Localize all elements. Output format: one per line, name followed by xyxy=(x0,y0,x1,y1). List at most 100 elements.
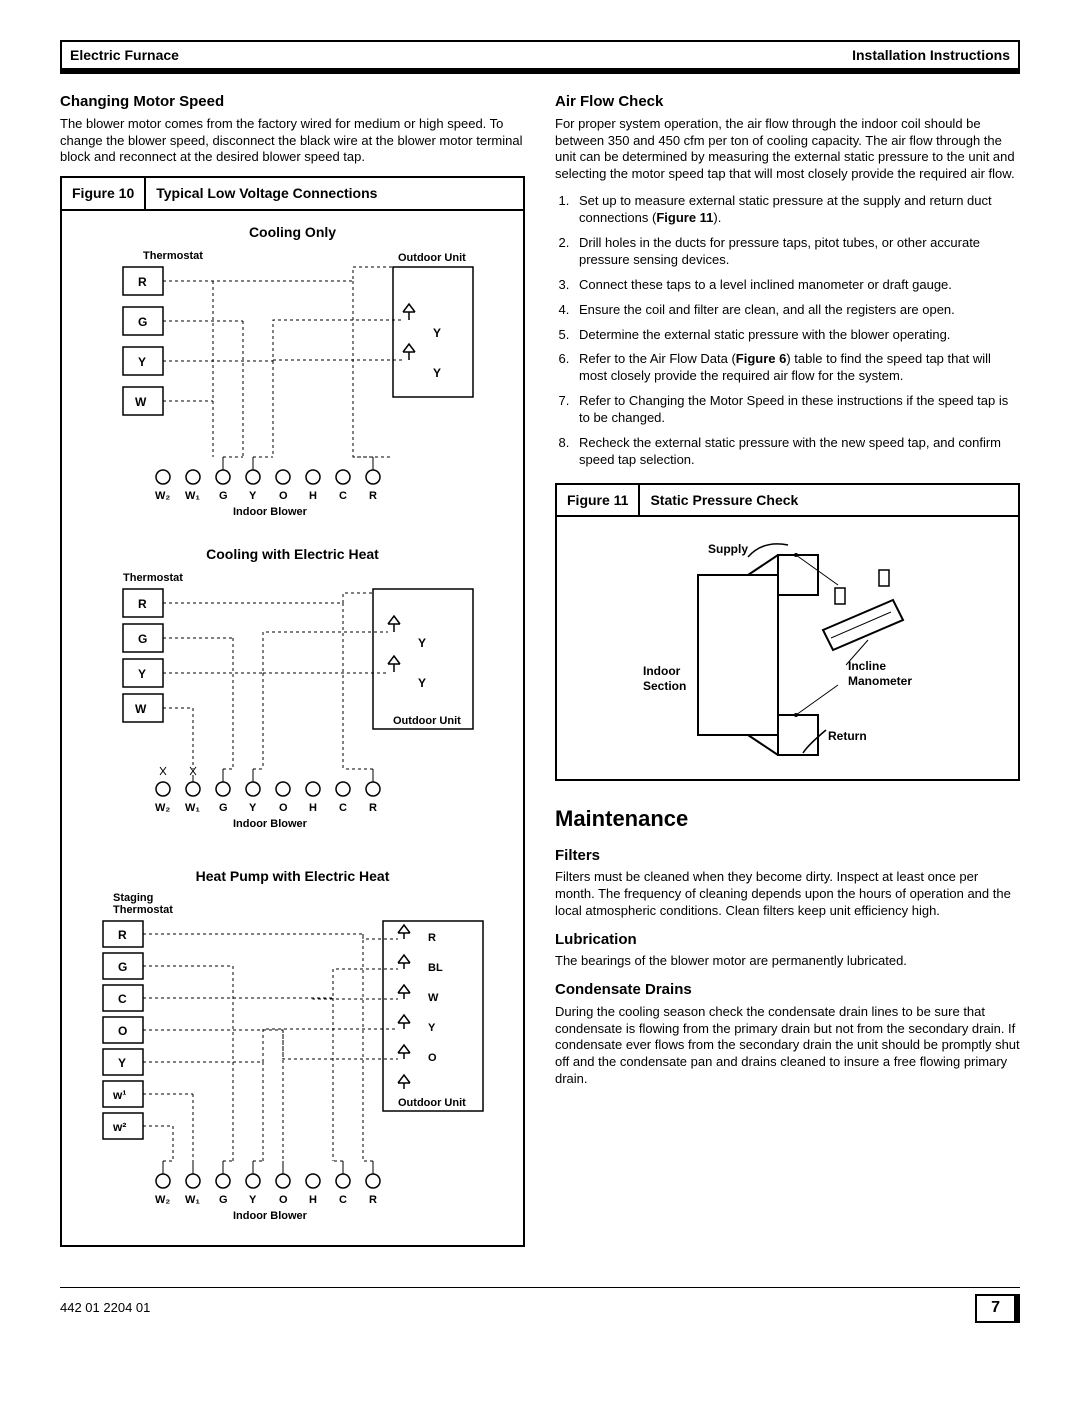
svg-text:Incline: Incline xyxy=(848,659,886,673)
lubrication-body: The bearings of the blower motor are per… xyxy=(555,953,1020,970)
svg-text:C: C xyxy=(339,490,347,502)
svg-text:Return: Return xyxy=(828,729,867,743)
svg-text:Thermostat: Thermostat xyxy=(113,904,173,916)
figure-10-title: Typical Low Voltage Connections xyxy=(146,178,523,208)
figure-11-body: Supply Return xyxy=(557,517,1018,779)
changing-motor-speed-body: The blower motor comes from the factory … xyxy=(60,116,525,167)
right-column: Air Flow Check For proper system operati… xyxy=(555,92,1020,1257)
svg-text:Outdoor Unit: Outdoor Unit xyxy=(398,1097,466,1109)
svg-text:R: R xyxy=(428,932,436,944)
wiring-diagram-heat-pump: Staging Thermostat R G C O Y w¹ w² Outdo… xyxy=(83,891,503,1231)
svg-text:O: O xyxy=(279,490,288,502)
svg-text:R: R xyxy=(138,275,147,289)
wiring-diagram-cooling-only: Thermostat R G Y W Outdoor Unit xyxy=(93,247,493,527)
svg-text:BL: BL xyxy=(428,962,443,974)
filters-heading: Filters xyxy=(555,846,1020,866)
filters-body: Filters must be cleaned when they become… xyxy=(555,869,1020,920)
page-number: 7 xyxy=(975,1294,1020,1323)
svg-text:Indoor: Indoor xyxy=(643,664,681,678)
header-right: Installation Instructions xyxy=(852,46,1010,64)
svg-text:C: C xyxy=(118,992,127,1006)
svg-text:Indoor Blower: Indoor Blower xyxy=(233,818,308,830)
svg-text:C: C xyxy=(339,802,347,814)
svg-text:Y: Y xyxy=(249,802,257,814)
svg-text:H: H xyxy=(309,490,317,502)
step-3: Connect these taps to a level inclined m… xyxy=(573,277,1020,294)
svg-text:R: R xyxy=(369,490,377,502)
svg-text:W: W xyxy=(135,702,147,716)
svg-text:R: R xyxy=(118,928,127,942)
svg-text:W: W xyxy=(135,395,147,409)
svg-text:Y: Y xyxy=(138,355,146,369)
figure-10-box: Figure 10 Typical Low Voltage Connection… xyxy=(60,176,525,1247)
diagram1-title: Cooling Only xyxy=(74,223,511,241)
svg-text:G: G xyxy=(219,1194,228,1206)
svg-text:Section: Section xyxy=(643,679,686,693)
svg-text:W₂: W₂ xyxy=(155,802,170,814)
static-pressure-diagram: Supply Return xyxy=(608,525,968,765)
doc-number: 442 01 2204 01 xyxy=(60,1300,150,1317)
svg-text:W₁: W₁ xyxy=(185,1194,200,1206)
figure-11-number: Figure 11 xyxy=(557,485,640,515)
svg-text:w¹: w¹ xyxy=(112,1088,126,1102)
svg-text:R: R xyxy=(369,802,377,814)
svg-text:Y: Y xyxy=(249,490,257,502)
svg-text:Thermostat: Thermostat xyxy=(123,572,183,584)
thermostat-label: Thermostat xyxy=(143,250,203,262)
svg-text:Outdoor Unit: Outdoor Unit xyxy=(398,252,466,264)
step-7: Refer to Changing the Motor Speed in the… xyxy=(573,393,1020,427)
svg-text:O: O xyxy=(279,802,288,814)
svg-text:O: O xyxy=(118,1024,127,1038)
svg-text:Supply: Supply xyxy=(708,542,748,556)
svg-text:Y: Y xyxy=(418,676,426,690)
air-flow-check-heading: Air Flow Check xyxy=(555,92,1020,112)
svg-text:G: G xyxy=(118,960,127,974)
left-column: Changing Motor Speed The blower motor co… xyxy=(60,92,525,1257)
page-header-bar: Electric Furnace Installation Instructio… xyxy=(60,40,1020,74)
changing-motor-speed-heading: Changing Motor Speed xyxy=(60,92,525,112)
svg-text:W₂: W₂ xyxy=(155,490,170,502)
air-flow-check-body: For proper system operation, the air flo… xyxy=(555,116,1020,184)
svg-text:W: W xyxy=(428,992,439,1004)
figure-10-number: Figure 10 xyxy=(62,178,146,208)
step-2: Drill holes in the ducts for pressure ta… xyxy=(573,235,1020,269)
svg-text:Manometer: Manometer xyxy=(848,674,912,688)
figure-11-title: Static Pressure Check xyxy=(640,485,1018,515)
maintenance-heading: Maintenance xyxy=(555,805,1020,834)
svg-text:Y: Y xyxy=(433,366,441,380)
figure-11-header: Figure 11 Static Pressure Check xyxy=(557,485,1018,517)
two-column-layout: Changing Motor Speed The blower motor co… xyxy=(60,92,1020,1257)
svg-text:Y: Y xyxy=(249,1194,257,1206)
svg-text:G: G xyxy=(138,315,147,329)
step-1: Set up to measure external static pressu… xyxy=(573,193,1020,227)
diagram2-title: Cooling with Electric Heat xyxy=(74,545,511,563)
svg-text:Indoor Blower: Indoor Blower xyxy=(233,1210,308,1222)
svg-text:R: R xyxy=(138,597,147,611)
condensate-body: During the cooling season check the cond… xyxy=(555,1004,1020,1088)
wiring-diagram-cooling-electric-heat: Thermostat R G Y W Outdoor Unit Y xyxy=(93,569,493,849)
svg-text:G: G xyxy=(219,490,228,502)
svg-text:C: C xyxy=(339,1194,347,1206)
svg-text:G: G xyxy=(219,802,228,814)
air-flow-steps: Set up to measure external static pressu… xyxy=(573,193,1020,469)
svg-text:w²: w² xyxy=(112,1120,126,1134)
svg-text:Y: Y xyxy=(418,636,426,650)
svg-text:H: H xyxy=(309,1194,317,1206)
figure-10-body: Cooling Only Thermostat R G Y W Outdoor … xyxy=(62,211,523,1246)
step-6: Refer to the Air Flow Data (Figure 6) ta… xyxy=(573,351,1020,385)
page-footer: 442 01 2204 01 7 xyxy=(60,1287,1020,1323)
indoor-blower-terminals xyxy=(156,457,380,484)
diagram3-title: Heat Pump with Electric Heat xyxy=(74,867,511,885)
svg-text:W₂: W₂ xyxy=(155,1194,170,1206)
svg-text:Y: Y xyxy=(428,1022,436,1034)
svg-text:G: G xyxy=(138,632,147,646)
svg-text:Y: Y xyxy=(118,1056,126,1070)
step-4: Ensure the coil and filter are clean, an… xyxy=(573,302,1020,319)
svg-text:Y: Y xyxy=(138,667,146,681)
svg-text:Outdoor Unit: Outdoor Unit xyxy=(393,715,461,727)
condensate-heading: Condensate Drains xyxy=(555,980,1020,1000)
svg-text:Indoor Blower: Indoor Blower xyxy=(233,506,308,518)
step-5: Determine the external static pressure w… xyxy=(573,327,1020,344)
figure-11-box: Figure 11 Static Pressure Check Supply xyxy=(555,483,1020,781)
figure-10-header: Figure 10 Typical Low Voltage Connection… xyxy=(62,178,523,210)
